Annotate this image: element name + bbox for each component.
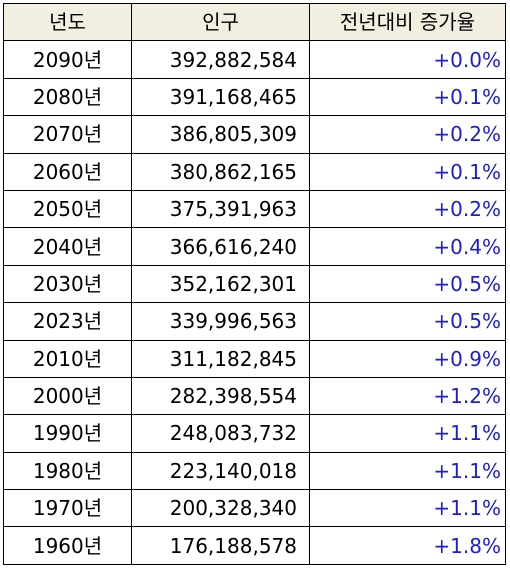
population-cell: 200,328,340 [131,489,310,528]
year-cell: 2023년 [3,302,132,341]
year-cell: 1990년 [3,414,132,453]
table-row: 2050년 375,391,963 +0.2% [3,189,506,229]
population-cell: 375,391,963 [131,189,310,229]
table-row: 2000년 282,398,554 +1.2% [3,376,506,416]
population-cell: 392,882,584 [131,40,310,79]
header-population: 인구 [131,2,310,42]
table-row: 2030년 352,162,301 +0.5% [3,264,506,304]
year-cell: 2000년 [3,376,132,416]
year-cell: 2030년 [3,264,132,304]
change-cell: +0.5% [309,302,506,341]
table-row: 1970년 200,328,340 +1.1% [3,489,506,528]
change-cell: +0.4% [309,227,506,266]
change-cell: +0.2% [309,189,506,229]
change-cell: +0.1% [309,152,506,191]
change-cell: +0.5% [309,264,506,304]
table-row: 2080년 391,168,465 +0.1% [3,77,506,117]
population-cell: 223,140,018 [131,451,310,491]
population-table: 년도 인구 전년대비 증가율 2090년 392,882,584 +0.0% 2… [3,2,506,565]
table-row: 1990년 248,083,732 +1.1% [3,414,506,453]
table-row: 2010년 311,182,845 +0.9% [3,339,506,378]
population-cell: 176,188,578 [131,526,310,565]
population-cell: 380,862,165 [131,152,310,191]
change-cell: +0.9% [309,339,506,378]
header-change: 전년대비 증가율 [309,2,506,42]
table-row: 2023년 339,996,563 +0.5% [3,302,506,341]
change-cell: +0.0% [309,40,506,79]
table-body: 2090년 392,882,584 +0.0% 2080년 391,168,46… [3,40,506,565]
change-cell: +1.2% [309,376,506,416]
table-row: 2090년 392,882,584 +0.0% [3,40,506,79]
header-row: 년도 인구 전년대비 증가율 [3,2,506,42]
population-cell: 339,996,563 [131,302,310,341]
population-cell: 282,398,554 [131,376,310,416]
population-cell: 366,616,240 [131,227,310,266]
year-cell: 1960년 [3,526,132,565]
year-cell: 2080년 [3,77,132,117]
year-cell: 2070년 [3,115,132,154]
change-cell: +0.1% [309,77,506,117]
change-cell: +0.2% [309,115,506,154]
population-cell: 386,805,309 [131,115,310,154]
table-row: 1960년 176,188,578 +1.8% [3,526,506,565]
change-cell: +1.1% [309,414,506,453]
table-row: 2060년 380,862,165 +0.1% [3,152,506,191]
table-row: 2040년 366,616,240 +0.4% [3,227,506,266]
population-cell: 311,182,845 [131,339,310,378]
change-cell: +1.1% [309,489,506,528]
table-row: 2070년 386,805,309 +0.2% [3,115,506,154]
year-cell: 1970년 [3,489,132,528]
change-cell: +1.8% [309,526,506,565]
table-header: 년도 인구 전년대비 증가율 [3,2,506,42]
year-cell: 2090년 [3,40,132,79]
population-cell: 248,083,732 [131,414,310,453]
year-cell: 2060년 [3,152,132,191]
population-cell: 391,168,465 [131,77,310,117]
year-cell: 2050년 [3,189,132,229]
year-cell: 1980년 [3,451,132,491]
population-cell: 352,162,301 [131,264,310,304]
year-cell: 2040년 [3,227,132,266]
change-cell: +1.1% [309,451,506,491]
header-year: 년도 [3,2,132,42]
year-cell: 2010년 [3,339,132,378]
table-row: 1980년 223,140,018 +1.1% [3,451,506,491]
